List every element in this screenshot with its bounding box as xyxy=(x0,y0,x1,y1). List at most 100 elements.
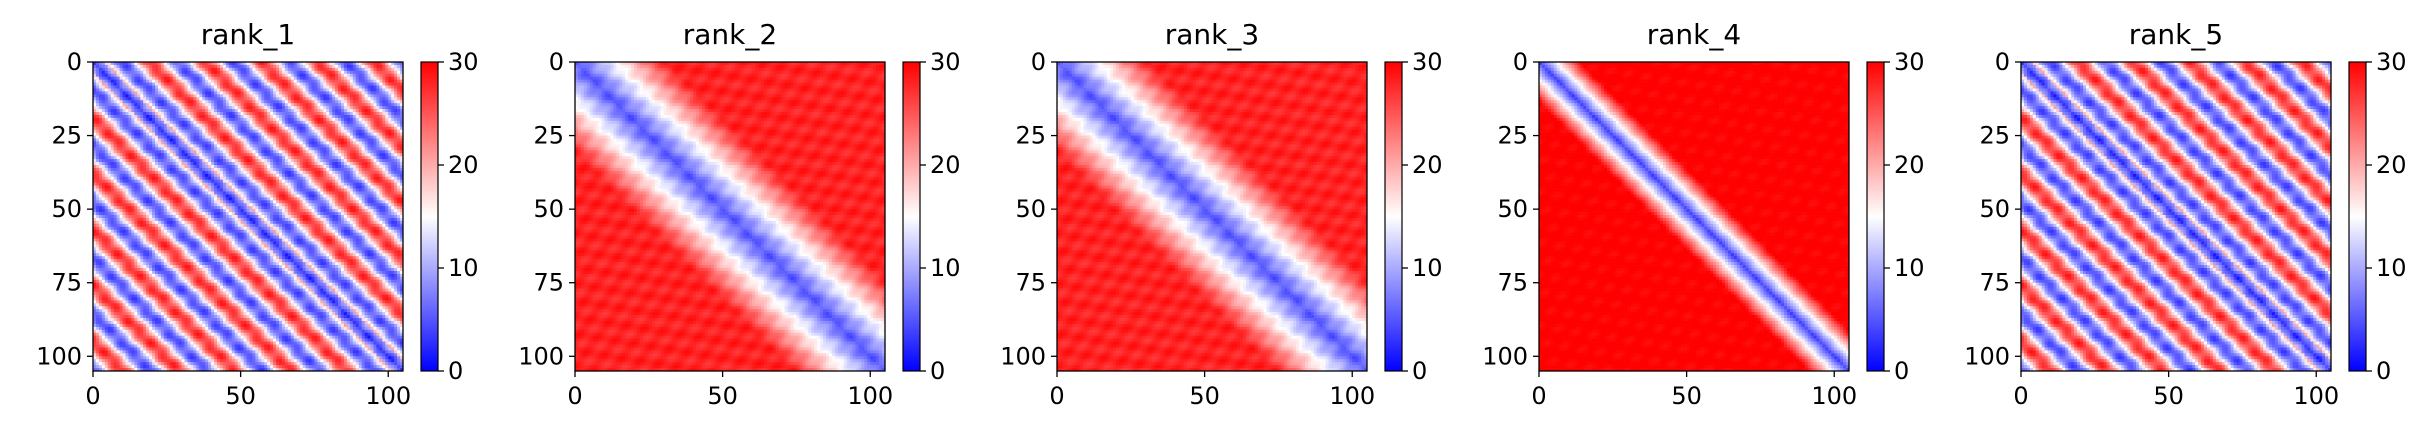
heatmap-cell xyxy=(385,115,388,118)
heatmap-cell xyxy=(314,115,317,118)
heatmap-cell xyxy=(368,127,371,130)
heatmap-cell xyxy=(368,94,371,97)
heatmap-cell xyxy=(347,80,350,83)
heatmap-cell xyxy=(158,80,161,83)
heatmap-cell xyxy=(344,115,347,118)
heatmap-cell xyxy=(235,115,238,118)
heatmap-cell xyxy=(232,77,235,80)
heatmap-cell xyxy=(335,115,338,118)
heatmap-cell xyxy=(211,121,214,124)
heatmap-cell xyxy=(128,91,131,94)
heatmap-cell xyxy=(335,77,338,80)
heatmap-cell xyxy=(185,94,188,97)
heatmap-cell xyxy=(108,112,111,115)
heatmap-cell xyxy=(208,94,211,97)
heatmap-cell xyxy=(273,74,276,77)
heatmap-cell xyxy=(297,71,300,74)
heatmap-cell xyxy=(379,88,382,91)
heatmap-cell xyxy=(329,83,332,86)
heatmap-cell xyxy=(371,71,374,74)
heatmap-cell xyxy=(182,121,185,124)
heatmap-cell xyxy=(120,71,123,74)
chart-title: rank_1 xyxy=(201,18,295,51)
heatmap-cell xyxy=(317,97,320,100)
heatmap-cell xyxy=(131,103,134,106)
heatmap-cell xyxy=(276,65,279,68)
heatmap-cell xyxy=(161,74,164,77)
heatmap-cell xyxy=(149,97,152,100)
heatmap-cell xyxy=(371,112,374,115)
heatmap-cell xyxy=(373,91,376,94)
heatmap-cell xyxy=(385,74,388,77)
heatmap-cell xyxy=(335,94,338,97)
heatmap-cell xyxy=(252,100,255,103)
heatmap-cell xyxy=(252,94,255,97)
heatmap-cell xyxy=(300,77,303,80)
heatmap-cell xyxy=(96,118,99,121)
heatmap-cell xyxy=(235,103,238,106)
heatmap-cell xyxy=(368,109,371,112)
heatmap-cell xyxy=(164,83,167,86)
heatmap-cell xyxy=(264,88,267,91)
heatmap-cell xyxy=(170,88,173,91)
heatmap-cell xyxy=(300,124,303,127)
heatmap-cell xyxy=(241,100,244,103)
heatmap-cell xyxy=(323,124,326,127)
heatmap-cell xyxy=(152,115,155,118)
heatmap-cell xyxy=(238,97,241,100)
heatmap-cell xyxy=(397,109,400,112)
heatmap-cell xyxy=(335,65,338,68)
heatmap-cell xyxy=(350,65,353,68)
heatmap-cell xyxy=(344,94,347,97)
heatmap-cell xyxy=(205,86,208,89)
heatmap-cell xyxy=(214,77,217,80)
heatmap-cell xyxy=(282,65,285,68)
heatmap-cell xyxy=(347,71,350,74)
heatmap-cell xyxy=(149,68,152,71)
heatmap-cell xyxy=(120,112,123,115)
heatmap-cell xyxy=(208,97,211,100)
heatmap-cell xyxy=(276,83,279,86)
heatmap-cell xyxy=(167,115,170,118)
heatmap-cell xyxy=(182,112,185,115)
heatmap-cell xyxy=(167,86,170,89)
heatmap-cell xyxy=(373,68,376,71)
heatmap-cell xyxy=(134,88,137,91)
heatmap-cell xyxy=(388,118,391,121)
heatmap-cell xyxy=(220,103,223,106)
heatmap-cell xyxy=(161,94,164,97)
heatmap-cell xyxy=(220,71,223,74)
heatmap-cell xyxy=(376,86,379,89)
heatmap-cell xyxy=(332,127,335,130)
heatmap-cell xyxy=(208,106,211,109)
heatmap-cell xyxy=(146,74,149,77)
heatmap-cell xyxy=(276,109,279,112)
heatmap-cell xyxy=(131,68,134,71)
heatmap-cell xyxy=(102,121,105,124)
heatmap-cell xyxy=(226,80,229,83)
heatmap-cell xyxy=(311,86,314,89)
heatmap-cell xyxy=(323,121,326,124)
heatmap-cell xyxy=(294,112,297,115)
heatmap-cell xyxy=(326,88,329,91)
heatmap-cell xyxy=(373,83,376,86)
heatmap-cell xyxy=(146,121,149,124)
heatmap-cell xyxy=(317,71,320,74)
heatmap-cell xyxy=(379,94,382,97)
heatmap-cell xyxy=(350,83,353,86)
heatmap-cell xyxy=(276,124,279,127)
heatmap-cell xyxy=(388,77,391,80)
heatmap-cell xyxy=(314,109,317,112)
heatmap-cell xyxy=(96,127,99,130)
heatmap-cell xyxy=(182,109,185,112)
heatmap-cell xyxy=(353,97,356,100)
heatmap-cell xyxy=(111,91,114,94)
heatmap-cell xyxy=(105,106,108,109)
heatmap-cell xyxy=(332,124,335,127)
heatmap-cell xyxy=(214,86,217,89)
heatmap-cell xyxy=(368,97,371,100)
heatmap-cell xyxy=(385,86,388,89)
heatmap-cell xyxy=(199,83,202,86)
heatmap-cell xyxy=(182,83,185,86)
heatmap-cell xyxy=(356,127,359,130)
